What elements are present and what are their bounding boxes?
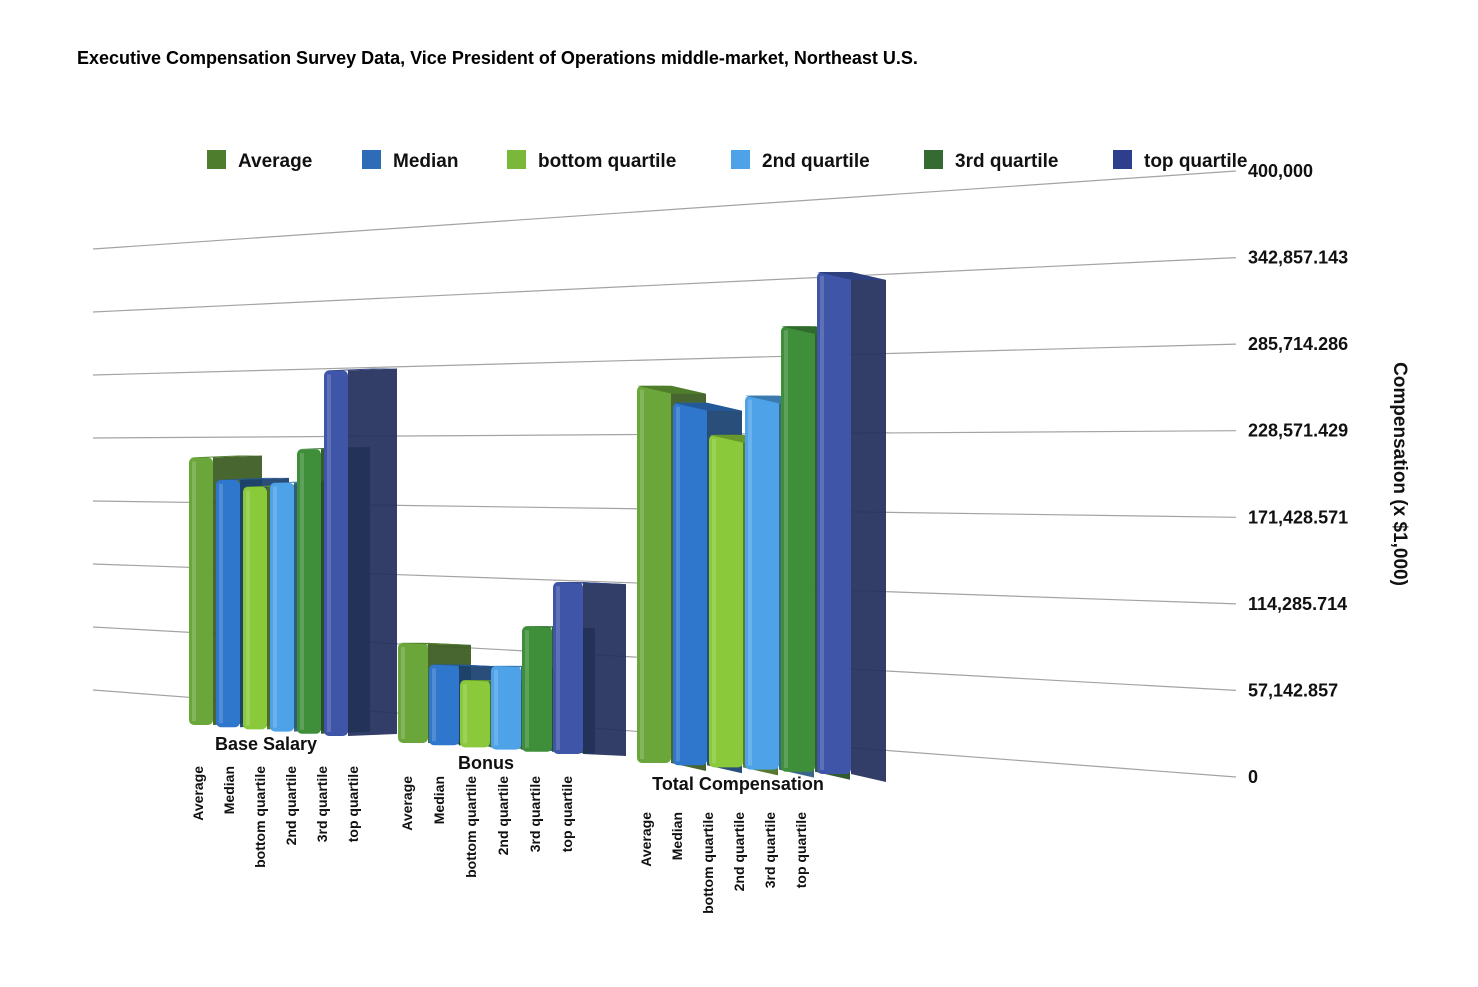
bar-median-total-compensation xyxy=(673,402,707,766)
bar-top-quartile-total-compensation xyxy=(817,272,851,774)
x-tick-label: bottom quartile xyxy=(700,812,716,914)
x-tick-label: Average xyxy=(399,776,415,831)
x-tick-label: 2nd quartile xyxy=(283,766,299,846)
x-tick-label: top quartile xyxy=(559,776,575,852)
chart-title: Executive Compensation Survey Data, Vice… xyxy=(77,48,918,68)
bar-side-top-quartile-base-salary xyxy=(348,368,397,736)
x-tick-label: Median xyxy=(669,812,685,860)
bar-top-top-quartile-bonus xyxy=(553,582,626,585)
labels: 0 57,142.857 114,285.714 171,428.571 228,571… xyxy=(190,161,1410,914)
y-tick-label: 400,000 xyxy=(1248,161,1313,181)
x-tick-label: 3rd quartile xyxy=(314,766,330,842)
bar-top-median-bonus xyxy=(429,664,502,667)
bar-highlight xyxy=(219,483,223,724)
gridline xyxy=(92,170,1237,250)
legend-swatch-2nd-quartile xyxy=(731,150,750,169)
bar-highlight xyxy=(525,630,529,748)
legend-swatch-median xyxy=(362,150,381,169)
y-axis-label: Compensation (x $1,000) xyxy=(1389,362,1410,586)
legend-label-average: Average xyxy=(238,151,312,172)
bar-side-top-quartile-total-compensation xyxy=(851,272,886,782)
legend-swatch-average xyxy=(207,150,226,169)
bar-median-bonus xyxy=(429,664,459,746)
bar-top-quartile-bonus xyxy=(553,582,583,754)
legend-label-bottom-quartile: bottom quartile xyxy=(538,151,676,172)
category-label: Total Compensation xyxy=(652,774,824,794)
y-tick-label: 228,571.429 xyxy=(1248,421,1348,441)
bar-highlight xyxy=(327,374,331,732)
bar-highlight xyxy=(712,438,716,764)
x-tick-label: Average xyxy=(638,812,654,867)
bar-highlight xyxy=(246,490,250,726)
bar-highlight xyxy=(192,461,196,721)
x-tick-label: 2nd quartile xyxy=(731,812,747,892)
x-tick-label: top quartile xyxy=(793,812,809,888)
x-tick-label: Median xyxy=(431,776,447,824)
bar-bottom-quartile-bonus xyxy=(460,680,490,748)
bar-highlight xyxy=(401,646,405,739)
bar-highlight xyxy=(820,276,824,770)
x-tick-label: 3rd quartile xyxy=(762,812,778,888)
category-label: Bonus xyxy=(458,753,514,773)
legend: Average Median bottom quartile 2nd quartile… xyxy=(207,150,1247,172)
bar-top-median-total-compensation xyxy=(673,402,742,411)
legend-swatch-3rd-quartile xyxy=(924,150,943,169)
y-tick-label: 57,142.857 xyxy=(1248,680,1338,700)
legend-swatch-top-quartile xyxy=(1113,150,1132,169)
x-tick-label: 3rd quartile xyxy=(527,776,543,852)
bar-highlight xyxy=(784,330,788,768)
bar-highlight xyxy=(748,399,752,766)
bar-top-average-total-compensation xyxy=(637,385,706,394)
gridline xyxy=(92,257,1237,313)
bar-highlight xyxy=(300,453,304,730)
y-tick-label: 342,857.143 xyxy=(1248,248,1348,268)
bar-bottom-quartile-total-compensation xyxy=(709,434,743,768)
bar-highlight xyxy=(463,684,467,744)
x-tick-label: bottom quartile xyxy=(463,776,479,878)
bar-top-top-quartile-base-salary xyxy=(324,368,397,371)
legend-label-3rd-quartile: 3rd quartile xyxy=(955,151,1058,172)
legend-label-median: Median xyxy=(393,151,458,172)
bar-top-average-base-salary xyxy=(189,455,262,458)
bar-3rd-quartile-bonus xyxy=(522,626,552,752)
bar-top-median-base-salary xyxy=(216,477,289,480)
bars xyxy=(189,272,886,782)
x-tick-label: Median xyxy=(221,766,237,814)
bar-highlight xyxy=(432,668,436,742)
y-tick-label: 285,714.286 xyxy=(1248,334,1348,354)
x-tick-label: Average xyxy=(190,766,206,821)
bar-2nd-quartile-bonus xyxy=(491,665,521,750)
bar-highlight xyxy=(273,486,277,728)
x-tick-label: bottom quartile xyxy=(252,766,268,868)
category-label: Base Salary xyxy=(215,734,317,754)
bar-highlight xyxy=(676,406,680,762)
legend-swatch-bottom-quartile xyxy=(507,150,526,169)
bar-top-top-quartile-total-compensation xyxy=(817,272,886,280)
bar-3rd-quartile-total-compensation xyxy=(781,326,815,772)
y-tick-label: 114,285.714 xyxy=(1248,594,1347,614)
bar-side-top-quartile-bonus xyxy=(583,582,626,756)
bar-highlight xyxy=(556,586,560,750)
bar-2nd-quartile-total-compensation xyxy=(745,395,779,770)
y-tick-label: 0 xyxy=(1248,767,1258,787)
y-tick-label: 171,428.571 xyxy=(1248,507,1348,527)
legend-label-2nd-quartile: 2nd quartile xyxy=(762,151,870,172)
bar-average-total-compensation xyxy=(637,385,671,763)
x-tick-label: top quartile xyxy=(345,766,361,842)
bar-highlight xyxy=(494,669,498,746)
bar-average-bonus xyxy=(398,642,428,743)
bar-top-average-bonus xyxy=(398,642,471,645)
bar-highlight xyxy=(640,389,644,759)
x-tick-label: 2nd quartile xyxy=(495,776,511,856)
legend-label-top-quartile: top quartile xyxy=(1144,151,1247,172)
gridline xyxy=(92,343,1237,376)
